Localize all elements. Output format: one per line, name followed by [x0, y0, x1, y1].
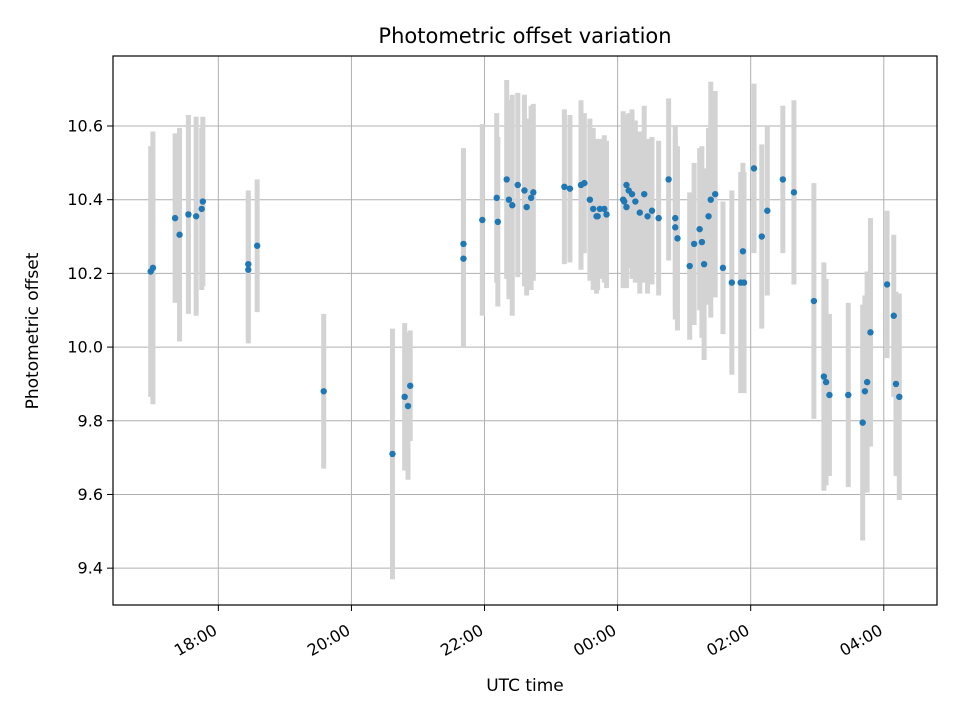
data-point — [859, 419, 866, 426]
data-point — [185, 211, 192, 218]
data-point — [711, 190, 719, 198]
data-point — [245, 266, 252, 273]
data-point — [460, 255, 467, 262]
data-point — [245, 260, 252, 268]
y-tick-label: 10.4 — [67, 190, 103, 209]
data-point — [192, 213, 200, 220]
data-point — [460, 240, 467, 248]
data-point — [665, 176, 672, 183]
y-tick-label: 10.6 — [67, 117, 103, 136]
data-point — [698, 238, 706, 246]
data-point — [603, 211, 610, 218]
data-point — [892, 380, 900, 388]
data-point — [171, 214, 179, 222]
data-point — [407, 382, 414, 389]
y-axis-ticks: 9.4 9.6 9.8 10.0 10.2 10.4 10.6 — [67, 117, 113, 578]
data-point — [523, 203, 530, 211]
data-point — [822, 378, 830, 386]
y-axis-label: Photometric offset — [23, 252, 43, 409]
data-point — [479, 216, 486, 224]
data-point — [648, 207, 656, 214]
data-point — [719, 264, 727, 272]
data-point — [861, 388, 869, 395]
data-point — [586, 196, 594, 203]
data-point — [686, 262, 693, 270]
data-point — [672, 214, 679, 222]
data-point — [623, 203, 630, 211]
data-point — [628, 190, 636, 198]
data-point — [594, 213, 601, 220]
data-point — [700, 260, 708, 268]
y-tick-label: 9.6 — [78, 485, 103, 504]
data-point — [705, 213, 712, 220]
data-point — [601, 205, 608, 213]
data-point — [401, 393, 408, 401]
data-point — [636, 209, 643, 216]
data-point — [810, 297, 818, 305]
data-point — [503, 176, 510, 183]
data-point — [581, 179, 588, 187]
chart-title: Photometric offset variation — [378, 24, 671, 48]
data-point — [739, 248, 747, 255]
data-point — [672, 224, 679, 231]
data-point — [826, 391, 833, 399]
data-points — [147, 165, 903, 458]
data-point — [674, 235, 681, 242]
data-point — [890, 312, 897, 319]
data-point — [867, 329, 874, 336]
data-point — [632, 198, 639, 205]
plot-frame — [112, 55, 938, 606]
data-point — [521, 187, 528, 194]
data-point — [863, 378, 871, 386]
data-point — [820, 373, 828, 380]
data-point — [493, 194, 500, 202]
data-point — [641, 190, 648, 198]
data-point — [790, 189, 798, 196]
data-point — [149, 264, 157, 272]
data-point — [176, 231, 183, 238]
data-point — [883, 281, 891, 288]
data-point — [198, 205, 205, 213]
data-point — [596, 205, 604, 213]
y-tick-label: 10.0 — [67, 338, 103, 357]
data-point — [690, 240, 698, 248]
data-point — [199, 198, 207, 205]
y-tick-label: 9.4 — [78, 559, 103, 578]
data-point — [896, 393, 903, 401]
data-point — [253, 242, 261, 249]
data-point — [696, 225, 703, 233]
data-point — [623, 181, 630, 189]
data-point — [509, 202, 516, 209]
data-point — [764, 207, 771, 214]
data-point — [655, 214, 662, 222]
y-tick-label: 9.8 — [78, 411, 103, 430]
data-point — [389, 450, 396, 458]
data-point — [845, 391, 852, 399]
data-point — [758, 233, 765, 240]
data-point — [728, 279, 736, 286]
data-point — [320, 388, 327, 395]
data-point — [494, 218, 502, 226]
data-point — [750, 165, 758, 172]
data-point — [621, 198, 628, 205]
data-point — [566, 185, 574, 192]
data-point — [779, 176, 787, 183]
data-point — [644, 213, 651, 220]
data-point — [561, 183, 568, 191]
y-tick-label: 10.2 — [67, 264, 103, 283]
x-axis-label: UTC time — [486, 676, 564, 696]
data-point — [740, 279, 748, 286]
data-point — [527, 194, 535, 202]
data-point — [514, 181, 521, 189]
data-point — [404, 402, 412, 410]
data-point — [505, 196, 513, 203]
data-point — [590, 205, 597, 213]
data-point — [530, 189, 537, 196]
data-point — [707, 196, 714, 203]
